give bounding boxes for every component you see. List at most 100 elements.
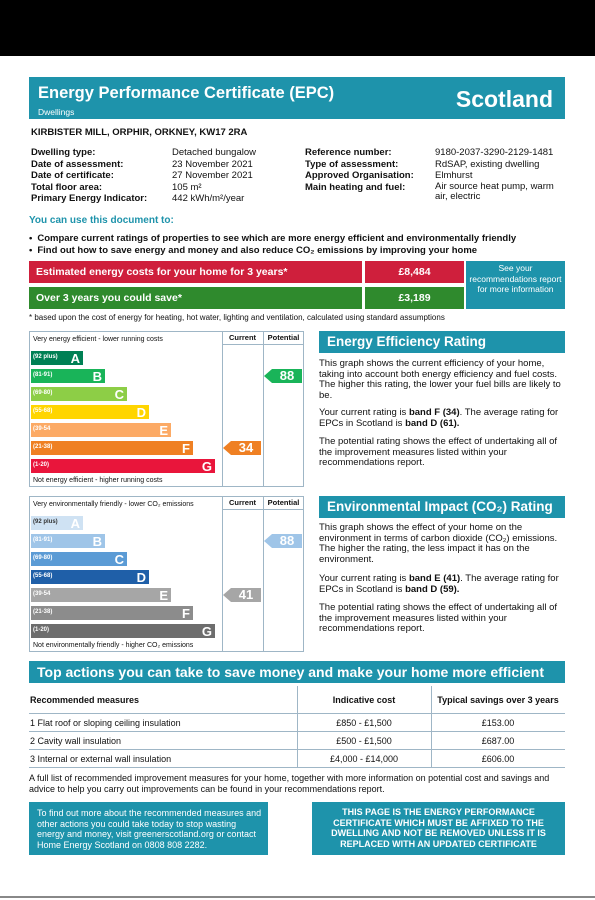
environmental-impact-text-2: Your current rating is band E (41). The …	[319, 573, 565, 595]
detail-label: Primary Energy Indicator:	[31, 193, 148, 205]
page-subtitle: Dwellings	[38, 107, 75, 117]
band-c: (69-80) C	[31, 387, 127, 402]
band-letter: A	[70, 351, 80, 366]
savings-cell: £606.00	[481, 754, 515, 764]
savings-value: £3,189	[365, 287, 464, 309]
detail-label: Approved Organisation:	[305, 170, 414, 182]
detail-value: 105 m²	[172, 181, 202, 193]
band-e: (39-54 E	[31, 423, 171, 438]
current-band-text: band E (41)	[408, 573, 461, 584]
bottom-rule	[0, 896, 595, 898]
band-f: (21-38) F	[31, 441, 193, 456]
band-letter: E	[159, 588, 168, 603]
header-cost: Indicative cost	[332, 695, 396, 705]
full-list-note: A full list of recommended improvement m…	[29, 773, 550, 794]
band-range: (55-68)	[33, 408, 53, 414]
header-savings: Typical savings over 3 years	[437, 695, 559, 705]
band-b: (81-91) B	[31, 534, 105, 549]
details-left-values: Detached bungalow 23 November 2021 27 No…	[172, 147, 256, 205]
estimated-cost-value: £8,484	[365, 261, 464, 283]
band-range: (81-91)	[33, 537, 53, 543]
band-letter: B	[92, 534, 102, 549]
detail-label: Date of certificate:	[31, 170, 114, 182]
header-divider	[222, 344, 304, 345]
environmental-impact-text-3: The potential rating shows the effect of…	[319, 602, 558, 635]
header-divider	[222, 509, 304, 510]
band-range: (69-80)	[33, 555, 53, 561]
band-range: (21-38)	[33, 609, 53, 615]
affix-notice-box: THIS PAGE IS THE ENERGY PERFORMANCE CERT…	[312, 802, 565, 855]
detail-value: 23 November 2021	[172, 158, 253, 170]
text-fragment: Your current rating is	[319, 573, 409, 584]
energy-efficiency-text-1: This graph shows the current efficiency …	[319, 358, 561, 401]
column-divider	[222, 497, 223, 651]
band-f: (21-38) F	[31, 606, 193, 621]
energy-efficiency-title: Energy Efficiency Rating	[319, 331, 565, 353]
band-g: (1-20) G	[31, 459, 215, 474]
measure-cell: 1 Flat roof or sloping ceiling insulatio…	[30, 718, 181, 728]
band-c: (69-80) C	[31, 552, 127, 567]
detail-value: 27 November 2021	[172, 170, 253, 182]
detail-label: Type of assessment:	[305, 158, 399, 170]
band-range: (21-38)	[33, 444, 53, 450]
band-e: (39-54 E	[31, 588, 171, 603]
page-title: Energy Performance Certificate (EPC)	[38, 84, 335, 102]
see-recommendations-box: See your recommendations report for more…	[466, 261, 565, 309]
chart-top-label: Very energy efficient - lower running co…	[33, 336, 163, 343]
band-a: (92 plus) A	[31, 516, 83, 531]
environmental-impact-text-1: This graph shows the effect of your home…	[319, 522, 558, 565]
detail-value: 9180-2037-3290-2129-1481	[435, 147, 554, 158]
band-range: (55-68)	[33, 573, 53, 579]
detail-label: Main heating and fuel:	[305, 181, 406, 193]
property-address: KIRBISTER MILL, ORPHIR, ORKNEY, KW17 2RA	[31, 127, 248, 138]
details-right-labels: Reference number: Type of assessment: Ap…	[305, 147, 414, 193]
cost-cell: £4,000 - £14,000	[329, 754, 399, 764]
band-letter: C	[114, 387, 124, 402]
band-range: (81-91)	[33, 372, 53, 378]
column-divider	[222, 332, 223, 486]
use-document-bullets: Compare current ratings of properties to…	[29, 233, 516, 256]
band-range: (92 plus)	[33, 519, 58, 525]
environmental-impact-chart: Current Potential Very environmentally f…	[29, 496, 304, 652]
potential-column-header: Potential	[267, 333, 300, 342]
estimated-cost-label: Estimated energy costs for your home for…	[29, 261, 362, 283]
details-right-values: 9180-2037-3290-2129-1481 RdSAP, existing…	[435, 147, 567, 202]
top-black-bar	[0, 0, 595, 56]
average-band-text: band D (61).	[405, 417, 460, 429]
current-column-header: Current	[228, 498, 257, 507]
environmental-impact-title: Environmental Impact (CO₂) Rating	[319, 496, 565, 518]
region-label: Scotland	[455, 86, 553, 112]
column-divider	[431, 686, 432, 768]
bullet-item: Compare current ratings of properties to…	[29, 233, 516, 245]
detail-value: Detached bungalow	[172, 147, 256, 158]
savings-label: Over 3 years you could save*	[29, 287, 362, 309]
column-divider	[297, 686, 298, 768]
band-letter: G	[201, 624, 212, 639]
detail-label: Reference number:	[305, 147, 392, 158]
bullet-item: Find out how to save energy and money an…	[29, 245, 516, 257]
measure-cell: 2 Cavity wall insulation	[30, 736, 122, 746]
table-row: 3 Internal or external wall insulation £…	[29, 750, 565, 768]
detail-label: Total floor area:	[31, 181, 103, 193]
band-b: (81-91) B	[31, 369, 105, 384]
band-range: (1-20)	[33, 627, 50, 633]
detail-value: Elmhurst	[435, 170, 473, 182]
band-range: (92 plus)	[33, 354, 58, 360]
potential-rating-arrow: 88	[264, 534, 302, 548]
band-letter: D	[136, 405, 146, 420]
current-column-header: Current	[228, 333, 257, 342]
chart-bottom-label: Not energy efficient - higher running co…	[33, 477, 163, 484]
epc-header: Energy Performance Certificate (EPC) Dwe…	[29, 77, 565, 119]
average-band-text: band D (59).	[405, 583, 460, 595]
find-out-more-box: To find out more about the recommended m…	[29, 802, 268, 855]
savings-cell: £687.00	[481, 736, 515, 746]
potential-column-header: Potential	[267, 498, 300, 507]
band-letter: E	[159, 423, 168, 438]
energy-efficiency-text-2: Your current rating is band F (34). The …	[319, 407, 565, 429]
top-actions-title: Top actions you can take to save money a…	[29, 661, 565, 683]
savings-cell: £153.00	[481, 718, 515, 728]
band-letter: F	[182, 441, 190, 456]
band-d: (55-68) D	[31, 570, 149, 585]
use-document-heading: You can use this document to:	[29, 215, 174, 226]
band-letter: C	[114, 552, 124, 567]
